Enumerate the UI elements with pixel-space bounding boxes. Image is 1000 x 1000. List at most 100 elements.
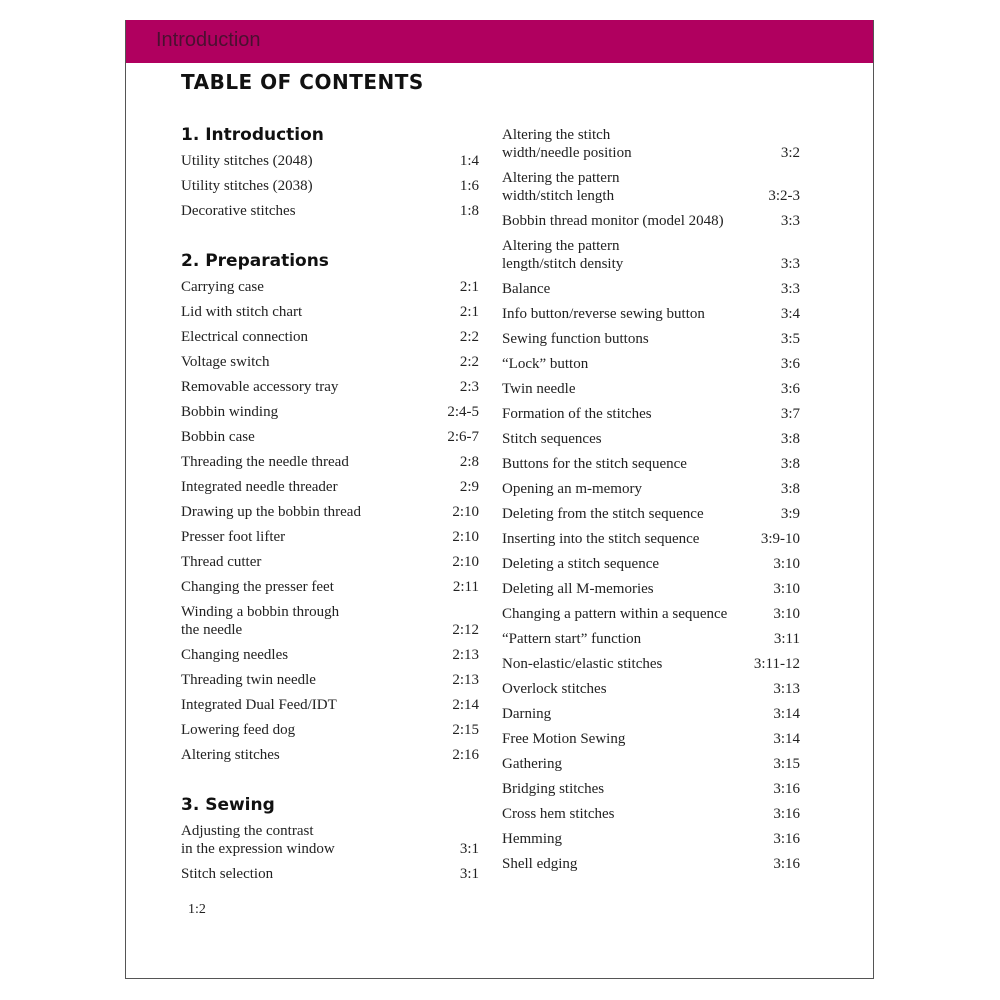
toc-entry-page: 2:1 bbox=[459, 278, 479, 295]
toc-entry-title: Altering the pattern width/stitch length bbox=[502, 169, 620, 204]
toc-entry-page: 2:10 bbox=[452, 528, 479, 545]
toc-entry[interactable]: Inserting into the stitch sequence 3:9-10 bbox=[502, 526, 800, 551]
toc-entry[interactable]: “Pattern start” function 3:11 bbox=[502, 626, 800, 651]
toc-entry-page: 3:14 bbox=[773, 730, 800, 747]
toc-entry-title: Non-elastic/elastic stitches bbox=[502, 655, 663, 672]
toc-entry-title: Changing the presser feet bbox=[181, 578, 334, 595]
toc-entry[interactable]: Decorative stitches 1:8 bbox=[181, 198, 479, 223]
toc-entry-title: Thread cutter bbox=[181, 553, 262, 570]
toc-entry-title: Changing a pattern within a sequence bbox=[502, 605, 728, 622]
toc-entry[interactable]: Integrated Dual Feed/IDT 2:14 bbox=[181, 692, 479, 717]
toc-entry-title: Deleting from the stitch sequence bbox=[502, 505, 704, 522]
toc-entry-page: 3:3 bbox=[780, 255, 800, 272]
toc-entry[interactable]: Altering the stitch width/needle positio… bbox=[502, 122, 800, 165]
toc-entry[interactable]: Overlock stitches 3:13 bbox=[502, 676, 800, 701]
toc-entry-title: Hemming bbox=[502, 830, 562, 847]
toc-entry-page: 2:1 bbox=[459, 303, 479, 320]
toc-entry[interactable]: Bobbin case 2:6-7 bbox=[181, 424, 479, 449]
toc-entry[interactable]: Presser foot lifter 2:10 bbox=[181, 524, 479, 549]
toc-entry[interactable]: Deleting all M-memories 3:10 bbox=[502, 576, 800, 601]
toc-entry-title: Formation of the stitches bbox=[502, 405, 652, 422]
toc-entry[interactable]: Formation of the stitches 3:7 bbox=[502, 401, 800, 426]
toc-entry[interactable]: Changing a pattern within a sequence 3:10 bbox=[502, 601, 800, 626]
toc-entry[interactable]: Utility stitches (2038) 1:6 bbox=[181, 173, 479, 198]
toc-entry[interactable]: Free Motion Sewing 3:14 bbox=[502, 726, 800, 751]
toc-entry-title: Removable accessory tray bbox=[181, 378, 339, 395]
toc-entry-title: Balance bbox=[502, 280, 551, 297]
toc-entry[interactable]: Sewing function buttons 3:5 bbox=[502, 326, 800, 351]
toc-entry[interactable]: Changing the presser feet 2:11 bbox=[181, 574, 479, 599]
toc-entry[interactable]: Cross hem stitches 3:16 bbox=[502, 801, 800, 826]
toc-entry[interactable]: Balance 3:3 bbox=[502, 276, 800, 301]
toc-entry[interactable]: Adjusting the contrast in the expression… bbox=[181, 818, 479, 861]
toc-entry[interactable]: Electrical connection 2:2 bbox=[181, 324, 479, 349]
toc-left-column: 1. Introduction Utility stitches (2048) 1:… bbox=[181, 122, 479, 886]
toc-entry[interactable]: Hemming 3:16 bbox=[502, 826, 800, 851]
toc-entry-page: 2:2 bbox=[459, 328, 479, 345]
toc-entry[interactable]: Carrying case 2:1 bbox=[181, 274, 479, 299]
toc-entry[interactable]: Bridging stitches 3:16 bbox=[502, 776, 800, 801]
toc-entry-title: Integrated needle threader bbox=[181, 478, 338, 495]
toc-entry-page: 3:16 bbox=[773, 855, 800, 872]
toc-entry[interactable]: Twin needle 3:6 bbox=[502, 376, 800, 401]
toc-entry[interactable]: Integrated needle threader 2:9 bbox=[181, 474, 479, 499]
toc-entry[interactable]: Removable accessory tray 2:3 bbox=[181, 374, 479, 399]
toc-entry[interactable]: Altering the pattern length/stitch densi… bbox=[502, 233, 800, 276]
toc-entry-title: Inserting into the stitch sequence bbox=[502, 530, 700, 547]
toc-entry-title: Adjusting the contrast in the expression… bbox=[181, 822, 335, 857]
toc-entry-page: 3:15 bbox=[773, 755, 800, 772]
toc-entry-title: Winding a bobbin through the needle bbox=[181, 603, 340, 638]
toc-entry-title: Deleting a stitch sequence bbox=[502, 555, 660, 572]
toc-entry[interactable]: Drawing up the bobbin thread 2:10 bbox=[181, 499, 479, 524]
toc-entry[interactable]: Info button/reverse sewing button 3:4 bbox=[502, 301, 800, 326]
toc-entry-title: Electrical connection bbox=[181, 328, 309, 345]
toc-entry[interactable]: “Lock” button 3:6 bbox=[502, 351, 800, 376]
toc-entry[interactable]: Lid with stitch chart 2:1 bbox=[181, 299, 479, 324]
section-heading: 3. Sewing bbox=[181, 795, 275, 815]
toc-entry[interactable]: Bobbin thread monitor (model 2048) 3:3 bbox=[502, 208, 800, 233]
toc-entry[interactable]: Threading twin needle 2:13 bbox=[181, 667, 479, 692]
toc-entry[interactable]: Altering stitches 2:16 bbox=[181, 742, 479, 767]
toc-entry-title: Sewing function buttons bbox=[502, 330, 649, 347]
toc-entry[interactable]: Darning 3:14 bbox=[502, 701, 800, 726]
toc-entry-title: Lid with stitch chart bbox=[181, 303, 303, 320]
toc-entry[interactable]: Opening an m-memory 3:8 bbox=[502, 476, 800, 501]
toc-entry[interactable]: Deleting from the stitch sequence 3:9 bbox=[502, 501, 800, 526]
toc-entry[interactable]: Utility stitches (2048) 1:4 bbox=[181, 148, 479, 173]
toc-entry-title: Presser foot lifter bbox=[181, 528, 286, 545]
toc-entry-page: 3:10 bbox=[773, 555, 800, 572]
toc-entry-page: 3:16 bbox=[773, 780, 800, 797]
toc-entry[interactable]: Changing needles 2:13 bbox=[181, 642, 479, 667]
toc-entry-page: 3:4 bbox=[780, 305, 800, 322]
toc-entry-page: 2:11 bbox=[452, 578, 479, 595]
toc-entry-title: Bobbin thread monitor (model 2048) bbox=[502, 212, 724, 229]
toc-entry[interactable]: Threading the needle thread 2:8 bbox=[181, 449, 479, 474]
toc-entry-page: 2:9 bbox=[459, 478, 479, 495]
toc-entry[interactable]: Voltage switch 2:2 bbox=[181, 349, 479, 374]
toc-entry-title: Free Motion Sewing bbox=[502, 730, 626, 747]
toc-entry-title: Changing needles bbox=[181, 646, 289, 663]
toc-entry[interactable]: Non-elastic/elastic stitches 3:11-12 bbox=[502, 651, 800, 676]
section-heading: 1. Introduction bbox=[181, 125, 324, 145]
toc-entry[interactable]: Gathering 3:15 bbox=[502, 751, 800, 776]
toc-entry-page: 3:8 bbox=[780, 430, 800, 447]
toc-entry[interactable]: Deleting a stitch sequence 3:10 bbox=[502, 551, 800, 576]
toc-entry[interactable]: Buttons for the stitch sequence 3:8 bbox=[502, 451, 800, 476]
toc-entry-page: 3:5 bbox=[780, 330, 800, 347]
toc-entry-title: Opening an m-memory bbox=[502, 480, 642, 497]
toc-entry-page: 3:6 bbox=[780, 355, 800, 372]
toc-entry[interactable]: Lowering feed dog 2:15 bbox=[181, 717, 479, 742]
toc-entry[interactable]: Altering the pattern width/stitch length… bbox=[502, 165, 800, 208]
toc-entry-title: Deleting all M-memories bbox=[502, 580, 654, 597]
toc-entry[interactable]: Stitch selection 3:1 bbox=[181, 861, 479, 886]
toc-entry[interactable]: Bobbin winding 2:4-5 bbox=[181, 399, 479, 424]
toc-right-column: Altering the stitch width/needle positio… bbox=[502, 122, 800, 876]
toc-entry[interactable]: Stitch sequences 3:8 bbox=[502, 426, 800, 451]
toc-entry-title: Bridging stitches bbox=[502, 780, 605, 797]
toc-entry[interactable]: Thread cutter 2:10 bbox=[181, 549, 479, 574]
toc-entry-page: 2:16 bbox=[452, 746, 479, 763]
toc-entry-title: Utility stitches (2048) bbox=[181, 152, 313, 169]
toc-entry[interactable]: Winding a bobbin through the needle 2:12 bbox=[181, 599, 479, 642]
toc-entry[interactable]: Shell edging 3:16 bbox=[502, 851, 800, 876]
toc-entry-title: Info button/reverse sewing button bbox=[502, 305, 705, 322]
